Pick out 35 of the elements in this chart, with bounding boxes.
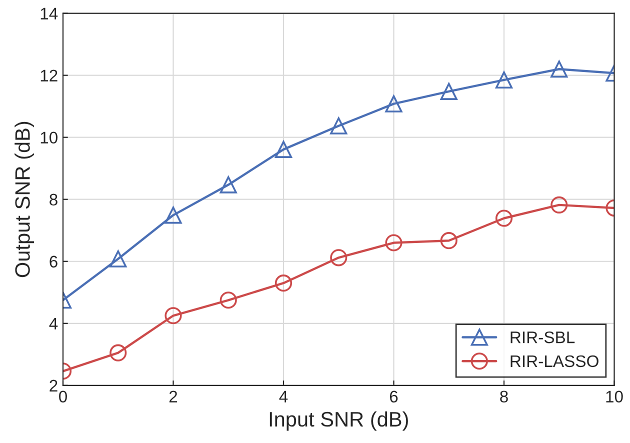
x-axis-title: Input SNR (dB) — [270, 411, 408, 431]
point — [164, 206, 182, 224]
x-tick-label: 6 — [390, 390, 398, 403]
point — [110, 250, 127, 268]
legend-label: RIR-LASSO — [510, 355, 598, 368]
y-tick-label: 2 — [50, 380, 58, 392]
point — [220, 176, 237, 194]
point — [550, 196, 568, 214]
x-tick-label: 8 — [500, 390, 508, 403]
y-tick-label: 6 — [50, 256, 58, 268]
x-tick-label: 2 — [169, 390, 178, 402]
point — [330, 249, 348, 266]
point — [330, 117, 348, 134]
y-tick-label: 10 — [40, 132, 58, 144]
y-tick-label: 12 — [40, 70, 58, 82]
point — [495, 210, 513, 227]
y-axis-title: Output SNR (dB) — [14, 122, 34, 278]
point — [274, 274, 292, 292]
x-tick-label: 0 — [59, 390, 67, 403]
point — [274, 140, 292, 158]
point — [440, 82, 458, 100]
point — [164, 307, 182, 324]
y-tick-label: 4 — [49, 318, 58, 330]
point — [385, 234, 402, 252]
x-tick-label: 10 — [606, 390, 623, 403]
point — [220, 292, 237, 309]
point — [385, 95, 402, 112]
y-tick-label: 14 — [40, 8, 58, 20]
point — [495, 71, 513, 89]
legend-label: RIR-SBL — [510, 331, 575, 344]
x-tick-label: 4 — [279, 390, 288, 402]
point — [550, 60, 568, 78]
point — [110, 344, 127, 362]
y-tick-label: 8 — [50, 194, 58, 206]
point — [440, 232, 458, 250]
